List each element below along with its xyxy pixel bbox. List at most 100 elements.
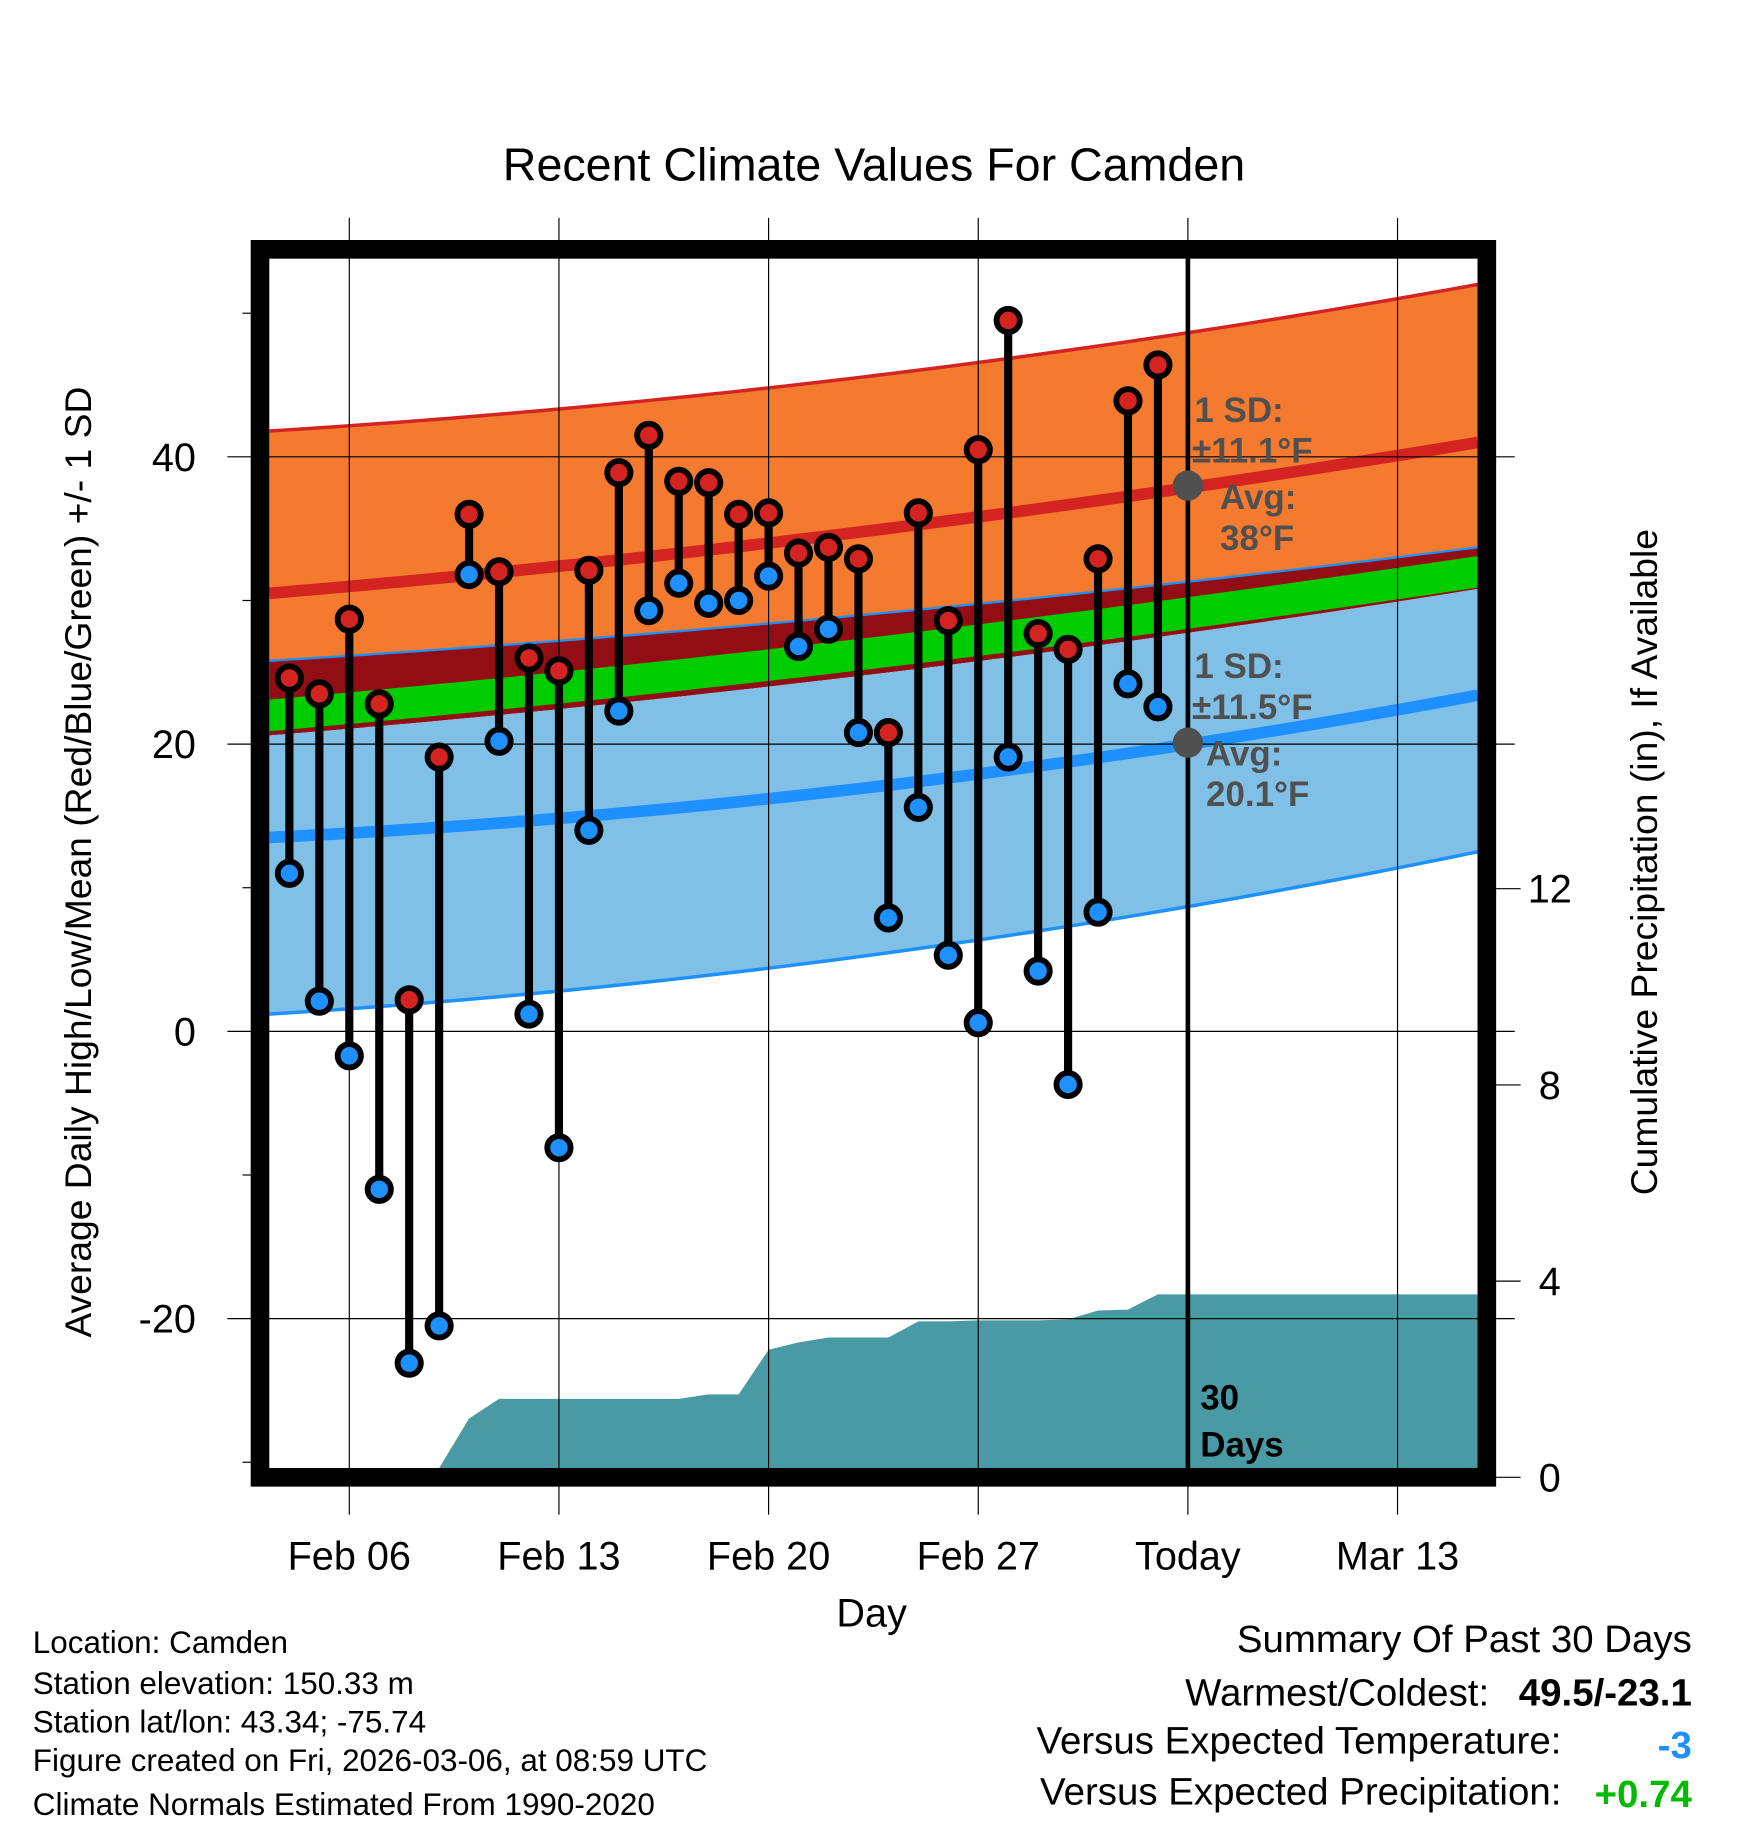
daily-low-point bbox=[454, 560, 484, 590]
daily-high-point bbox=[574, 555, 604, 585]
daily-low-point bbox=[274, 858, 304, 888]
daily-low-point bbox=[1053, 1069, 1083, 1100]
precip-vs-expected-label: Versus Expected Precipitation: bbox=[1040, 1771, 1561, 1814]
daily-low-point bbox=[1023, 956, 1053, 986]
daily-high-point bbox=[334, 604, 364, 634]
low-sd-value: ±11.5°F bbox=[1192, 688, 1313, 727]
warmest-coldest-label: Warmest/Coldest: bbox=[1185, 1672, 1489, 1715]
daily-high-point bbox=[544, 656, 574, 686]
info-elevation: Station elevation: 150.33 m bbox=[33, 1666, 414, 1701]
daily-high-point bbox=[604, 458, 634, 488]
tick-label-x: Feb 20 bbox=[707, 1534, 830, 1578]
daily-high-point bbox=[873, 718, 903, 748]
plot-area bbox=[268, 282, 1479, 1468]
temp-vs-expected-value: -3 bbox=[1658, 1724, 1692, 1767]
daily-high-point bbox=[424, 742, 454, 772]
daily-low-point bbox=[634, 595, 664, 626]
daily-high-point bbox=[364, 689, 394, 719]
tick-label-y: 20 bbox=[152, 723, 196, 767]
days-count: 30 bbox=[1200, 1379, 1239, 1418]
low-avg-line bbox=[269, 689, 1479, 844]
daily-low-point bbox=[1083, 897, 1113, 927]
daily-high-point bbox=[1113, 386, 1143, 416]
tick-label-y2: 8 bbox=[1539, 1064, 1561, 1108]
daily-high-point bbox=[903, 498, 933, 528]
daily-high-point bbox=[394, 985, 424, 1015]
temp-vs-expected-label: Versus Expected Temperature: bbox=[1036, 1719, 1561, 1762]
daily-high-point bbox=[843, 544, 874, 574]
low-sd-label: 1 SD: bbox=[1194, 647, 1283, 686]
daily-low-point bbox=[484, 726, 514, 756]
daily-low-point bbox=[754, 561, 784, 591]
tick-label-x: Feb 06 bbox=[288, 1534, 411, 1578]
daily-low-point bbox=[813, 614, 844, 644]
daily-low-point bbox=[364, 1174, 394, 1204]
daily-high-point bbox=[1053, 634, 1083, 664]
daily-high-point bbox=[634, 420, 664, 450]
tick-label-y2: 0 bbox=[1539, 1456, 1561, 1500]
daily-low-point bbox=[514, 999, 544, 1029]
daily-high-point bbox=[1083, 544, 1113, 574]
daily-high-point bbox=[1143, 350, 1173, 380]
daily-low-point bbox=[664, 568, 694, 598]
chart-title: Recent Climate Values For Camden bbox=[503, 139, 1245, 191]
summary-title: Summary Of Past 30 Days bbox=[1237, 1618, 1692, 1661]
daily-low-point bbox=[304, 986, 334, 1016]
daily-low-point bbox=[843, 718, 874, 748]
daily-low-point bbox=[1113, 669, 1143, 699]
plot-frame bbox=[250, 240, 1497, 1487]
daily-low-point bbox=[933, 940, 963, 970]
info-created: Figure created on Fri, 2026-03-06, at 08… bbox=[33, 1743, 708, 1778]
daily-high-point bbox=[454, 499, 484, 529]
daily-low-point bbox=[574, 815, 604, 845]
tick-label-x: Feb 13 bbox=[497, 1534, 620, 1578]
y-axis-label: Average Daily High/Low/Mean (Red/Blue/Gr… bbox=[57, 387, 99, 1338]
info-latlon: Station lat/lon: 43.34; -75.74 bbox=[33, 1704, 426, 1739]
daily-high-point bbox=[813, 532, 844, 562]
daily-high-point bbox=[963, 435, 993, 465]
daily-high-point bbox=[993, 305, 1023, 335]
annotations: 1 SD: ±11.1°F Avg: 38°F 1 SD: ±11.5°F Av… bbox=[1192, 391, 1313, 1465]
daily-low-point bbox=[873, 903, 903, 933]
high-sd-label: 1 SD: bbox=[1194, 391, 1283, 430]
tick-label-y: -20 bbox=[139, 1298, 196, 1342]
daily-high-point bbox=[754, 498, 784, 528]
daily-low-point bbox=[544, 1133, 574, 1163]
high-minus-sd-line bbox=[269, 546, 1478, 662]
tick-label-y2: 4 bbox=[1539, 1260, 1561, 1304]
daily-high-point bbox=[514, 643, 544, 673]
warmest-coldest-value: 49.5/-23.1 bbox=[1519, 1672, 1692, 1715]
summary: Summary Of Past 30 Days Warmest/Coldest:… bbox=[1036, 1618, 1692, 1816]
daily-low-point bbox=[963, 1008, 993, 1038]
tick-label-x: Today bbox=[1135, 1534, 1241, 1578]
daily-low-point bbox=[903, 792, 933, 822]
tick-label-x: Feb 27 bbox=[917, 1534, 1040, 1578]
high-avg-label: Avg: bbox=[1220, 478, 1296, 517]
mean-band bbox=[269, 555, 1478, 732]
tick-label-y2: 12 bbox=[1528, 868, 1572, 912]
daily-low-point bbox=[993, 742, 1023, 772]
daily-high-point bbox=[664, 466, 694, 496]
info-normals: Climate Normals Estimated From 1990-2020 bbox=[33, 1787, 655, 1822]
daily-high-point bbox=[274, 663, 304, 693]
daily-low-point bbox=[1143, 692, 1173, 722]
station-info: Location: Camden Station elevation: 150.… bbox=[33, 1625, 708, 1822]
info-location: Location: Camden bbox=[33, 1625, 288, 1660]
x-axis-label: Day bbox=[836, 1591, 907, 1635]
daily-low-point bbox=[694, 588, 724, 618]
daily-high-point bbox=[304, 679, 334, 709]
precip-vs-expected-value: +0.74 bbox=[1595, 1773, 1693, 1816]
daily-high-point bbox=[933, 606, 963, 636]
low-avg-label: Avg: bbox=[1206, 734, 1282, 773]
daily-low-point bbox=[394, 1348, 424, 1378]
daily-high-point bbox=[783, 538, 814, 568]
tick-label-x: Mar 13 bbox=[1336, 1534, 1459, 1578]
low-avg-value: 20.1°F bbox=[1206, 775, 1309, 814]
days-label: Days bbox=[1200, 1425, 1284, 1464]
daily-high-point bbox=[724, 499, 754, 529]
daily-high-point bbox=[1023, 618, 1053, 649]
today-high-avg-marker bbox=[1172, 470, 1204, 501]
high-plus-sd-line bbox=[269, 282, 1478, 433]
high-sd-value: ±11.1°F bbox=[1192, 432, 1313, 471]
